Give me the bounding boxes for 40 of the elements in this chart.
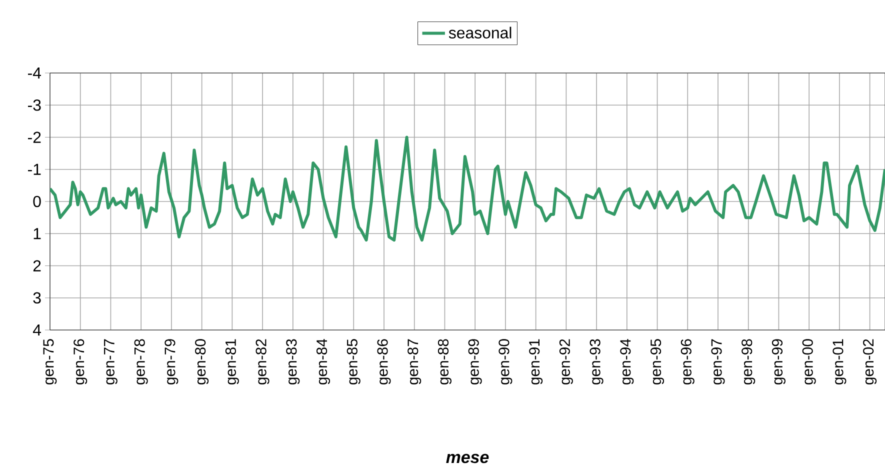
x-tick-label: gen-94 (620, 338, 634, 384)
x-tick-label: gen-01 (832, 339, 846, 384)
y-tick-label: -4 (28, 68, 42, 78)
x-tick-label: gen-96 (680, 339, 694, 384)
x-tick-label: gen-82 (256, 339, 270, 384)
y-tick-label: 2 (33, 260, 41, 272)
y-tick-label: 4 (32, 324, 42, 336)
y-tick-label: -1 (28, 164, 41, 175)
x-tick-label: gen-84 (316, 338, 330, 384)
y-tick-label: -3 (28, 99, 41, 111)
x-tick-label: gen-87 (408, 339, 422, 384)
x-tick-label: gen-88 (438, 339, 452, 384)
x-tick-label: gen-79 (164, 339, 178, 384)
y-tick-label: 0 (33, 196, 41, 208)
legend-label: seasonal (448, 26, 512, 38)
x-axis-title: mese (446, 454, 489, 464)
line-series (50, 136, 885, 242)
y-tick-label: -2 (28, 132, 41, 143)
x-tick-label: gen-97 (711, 339, 725, 384)
x-tick-label: gen-85 (346, 339, 360, 384)
x-tick-label: gen-77 (104, 339, 118, 384)
x-tick-label: gen-75 (43, 339, 57, 384)
x-tick-label: gen-92 (559, 339, 573, 384)
x-tick-label: gen-78 (134, 339, 148, 384)
x-tick-label: gen-86 (377, 339, 391, 384)
x-tick-label: gen-99 (772, 339, 786, 384)
x-tick-label: gen-98 (742, 339, 756, 384)
x-tick-label: gen-83 (286, 339, 300, 384)
x-tick-label: gen-89 (468, 339, 482, 384)
x-tick-label: gen-95 (650, 339, 664, 384)
x-tick-label: gen-76 (74, 339, 88, 384)
x-tick-label: gen-90 (498, 339, 512, 384)
y-tick-label: 1 (34, 228, 41, 240)
x-tick-label: gen-81 (225, 339, 239, 384)
x-tick-label: gen-00 (802, 339, 816, 384)
x-tick-label: gen-91 (529, 339, 543, 384)
x-tick-label: gen-93 (590, 339, 604, 384)
x-tick-label: gen-80 (195, 339, 209, 384)
x-tick-label: gen-02 (863, 339, 877, 384)
y-tick-label: 3 (33, 292, 41, 304)
